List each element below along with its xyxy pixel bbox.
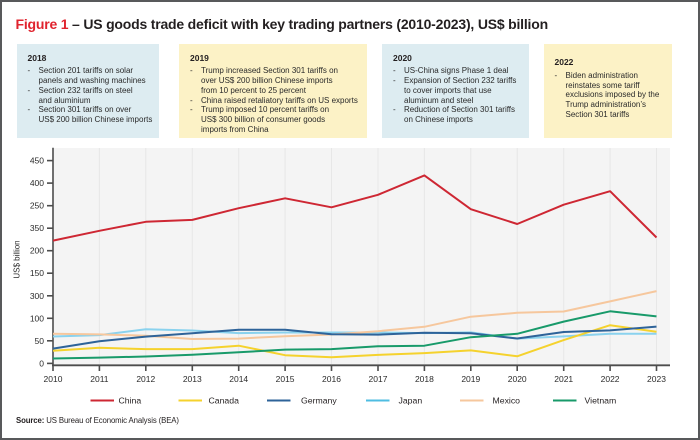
svg-text:300: 300: [30, 291, 44, 301]
svg-text:250: 250: [30, 201, 44, 211]
svg-text:2022: 2022: [601, 374, 620, 384]
svg-text:2011: 2011: [90, 374, 109, 384]
svg-text:Germany: Germany: [301, 396, 337, 406]
svg-text:0: 0: [39, 358, 44, 368]
svg-text:2015: 2015: [276, 374, 295, 384]
svg-text:2020: 2020: [508, 374, 527, 384]
svg-text:Vietnam: Vietnam: [585, 396, 617, 406]
svg-text:2012: 2012: [136, 374, 155, 384]
svg-text:2016: 2016: [322, 374, 341, 384]
svg-text:150: 150: [30, 268, 44, 278]
svg-text:US$ billion: US$ billion: [13, 240, 22, 278]
svg-text:50: 50: [35, 336, 45, 346]
svg-text:200: 200: [30, 246, 44, 256]
svg-text:Canada: Canada: [209, 396, 240, 406]
svg-text:400: 400: [30, 178, 44, 188]
svg-text:2014: 2014: [229, 374, 248, 384]
svg-text:China: China: [119, 396, 142, 406]
svg-text:2018: 2018: [415, 374, 434, 384]
svg-text:450: 450: [30, 156, 44, 166]
svg-text:Japan: Japan: [399, 396, 423, 406]
svg-text:2013: 2013: [183, 374, 202, 384]
svg-text:2021: 2021: [554, 374, 573, 384]
svg-text:2019: 2019: [461, 374, 480, 384]
svg-text:2017: 2017: [369, 374, 388, 384]
svg-text:Mexico: Mexico: [493, 396, 521, 406]
svg-text:2023: 2023: [647, 374, 666, 384]
svg-text:100: 100: [30, 313, 44, 323]
svg-text:2010: 2010: [44, 374, 63, 384]
svg-text:350: 350: [30, 223, 44, 233]
